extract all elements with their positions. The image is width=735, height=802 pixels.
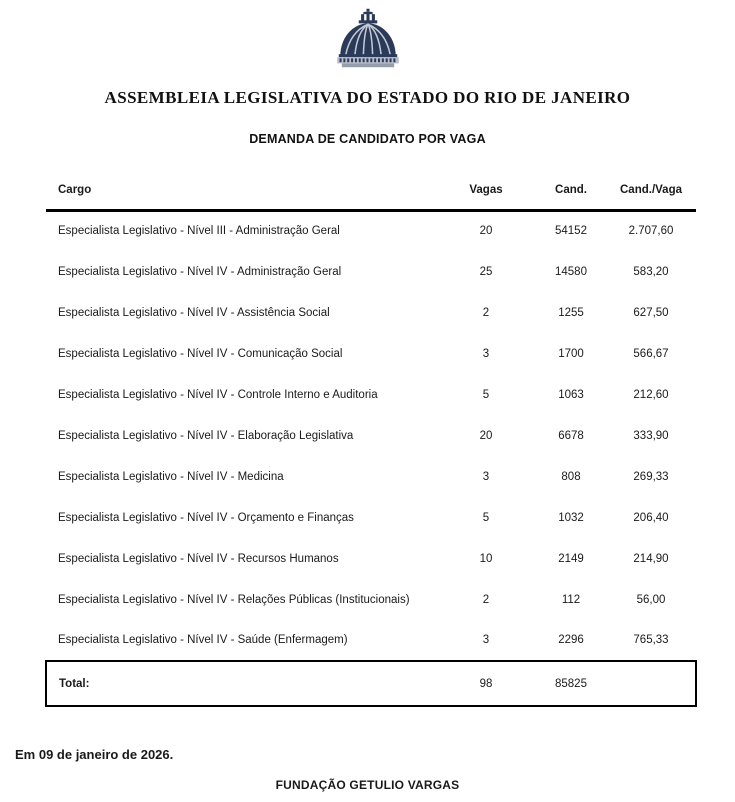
vagas-cell: 3 (482, 634, 490, 646)
table-row: Especialista Legislativo - Nível IV - Re… (46, 579, 696, 620)
cargo-cell: Especialista Legislativo - Nível IV - As… (58, 306, 330, 319)
table-row: Especialista Legislativo - Nível IV - El… (46, 415, 696, 456)
cand-cell: 2149 (558, 552, 584, 565)
capitol-dome-icon (336, 8, 399, 68)
table-row: Especialista Legislativo - Nível IV - Co… (46, 333, 696, 374)
cand-vaga-cell: 56,00 (636, 593, 666, 606)
header-cand: Cand. (536, 172, 606, 212)
header-vagas: Vagas (436, 172, 536, 212)
cand-cell: 54152 (555, 225, 587, 238)
total-label: Total: (45, 660, 436, 707)
vagas-cell: 5 (482, 388, 490, 401)
total-row: Total: 98 85825 (45, 660, 697, 707)
vagas-cell: 20 (479, 429, 493, 442)
table-row: Especialista Legislativo - Nível IV - Re… (46, 538, 696, 579)
vagas-cell: 25 (479, 265, 493, 278)
page-title: ASSEMBLEIA LEGISLATIVA DO ESTADO DO RIO … (104, 88, 631, 107)
cand-cell: 6678 (558, 429, 584, 442)
cand-vaga-cell: 2.707,60 (628, 225, 674, 238)
cand-vaga-cell: 212,60 (633, 388, 669, 401)
cand-cell: 14580 (555, 265, 587, 278)
table-row: Especialista Legislativo - Nível IV - As… (46, 292, 696, 333)
header-cargo: Cargo (46, 172, 436, 212)
header-logo (0, 0, 735, 68)
footer-organization: FUNDAÇÃO GETULIO VARGAS (275, 778, 460, 792)
cand-vaga-cell: 206,40 (633, 511, 669, 524)
table-row: Especialista Legislativo - Nível IV - Co… (46, 374, 696, 415)
table-row: Especialista Legislativo - Nível IV - Ad… (46, 251, 696, 292)
cand-cell: 2296 (558, 634, 584, 646)
table-row: Especialista Legislativo - Nível IV - Sa… (46, 620, 696, 661)
footer-date: Em 09 de janeiro de 2026. (15, 747, 174, 762)
cargo-cell: Especialista Legislativo - Nível IV - Sa… (58, 634, 348, 646)
page-subtitle: DEMANDA DE CANDIDATO POR VAGA (249, 132, 486, 146)
cand-vaga-cell: 583,20 (633, 265, 669, 278)
total-cand-vaga (606, 660, 697, 707)
cand-cell: 1032 (558, 511, 584, 524)
cand-vaga-cell: 627,50 (633, 306, 669, 319)
cand-vaga-cell: 566,67 (633, 347, 669, 360)
cand-cell: 1255 (558, 306, 584, 319)
cand-vaga-cell: 333,90 (633, 429, 669, 442)
cand-cell: 808 (561, 470, 581, 483)
cargo-cell: Especialista Legislativo - Nível IV - Co… (58, 388, 378, 401)
cargo-cell: Especialista Legislativo - Nível IV - Re… (58, 593, 410, 606)
demand-table: Cargo Vagas Cand. Cand./Vaga Especialist… (45, 172, 697, 707)
vagas-cell: 3 (482, 347, 490, 360)
cargo-cell: Especialista Legislativo - Nível IV - Or… (58, 511, 354, 524)
table-row: Especialista Legislativo - Nível IV - Or… (46, 497, 696, 538)
table-header-row: Cargo Vagas Cand. Cand./Vaga (46, 172, 696, 212)
vagas-cell: 2 (482, 593, 490, 606)
vagas-cell: 5 (482, 511, 490, 524)
cand-vaga-cell: 214,90 (633, 552, 669, 565)
cargo-cell: Especialista Legislativo - Nível IV - El… (58, 429, 354, 442)
table-body: Especialista Legislativo - Nível III - A… (46, 210, 696, 661)
cargo-cell: Especialista Legislativo - Nível III - A… (58, 225, 340, 238)
vagas-cell: 10 (479, 552, 493, 565)
vagas-cell: 20 (479, 225, 493, 238)
header-cand-vaga: Cand./Vaga (606, 172, 696, 212)
cargo-cell: Especialista Legislativo - Nível IV - Re… (58, 552, 339, 565)
cargo-cell: Especialista Legislativo - Nível IV - Co… (58, 347, 343, 360)
total-cand: 85825 (536, 660, 606, 707)
cargo-cell: Especialista Legislativo - Nível IV - Ad… (58, 265, 342, 278)
total-vagas: 98 (436, 660, 536, 707)
cand-cell: 112 (561, 593, 581, 606)
cargo-cell: Especialista Legislativo - Nível IV - Me… (58, 470, 284, 483)
table-row: Especialista Legislativo - Nível III - A… (46, 210, 696, 251)
cand-vaga-cell: 765,33 (633, 634, 669, 646)
vagas-cell: 2 (482, 306, 490, 319)
cand-cell: 1700 (558, 347, 584, 360)
cand-vaga-cell: 269,33 (633, 470, 669, 483)
table-row: Especialista Legislativo - Nível IV - Me… (46, 456, 696, 497)
cand-cell: 1063 (558, 388, 584, 401)
vagas-cell: 3 (482, 470, 490, 483)
